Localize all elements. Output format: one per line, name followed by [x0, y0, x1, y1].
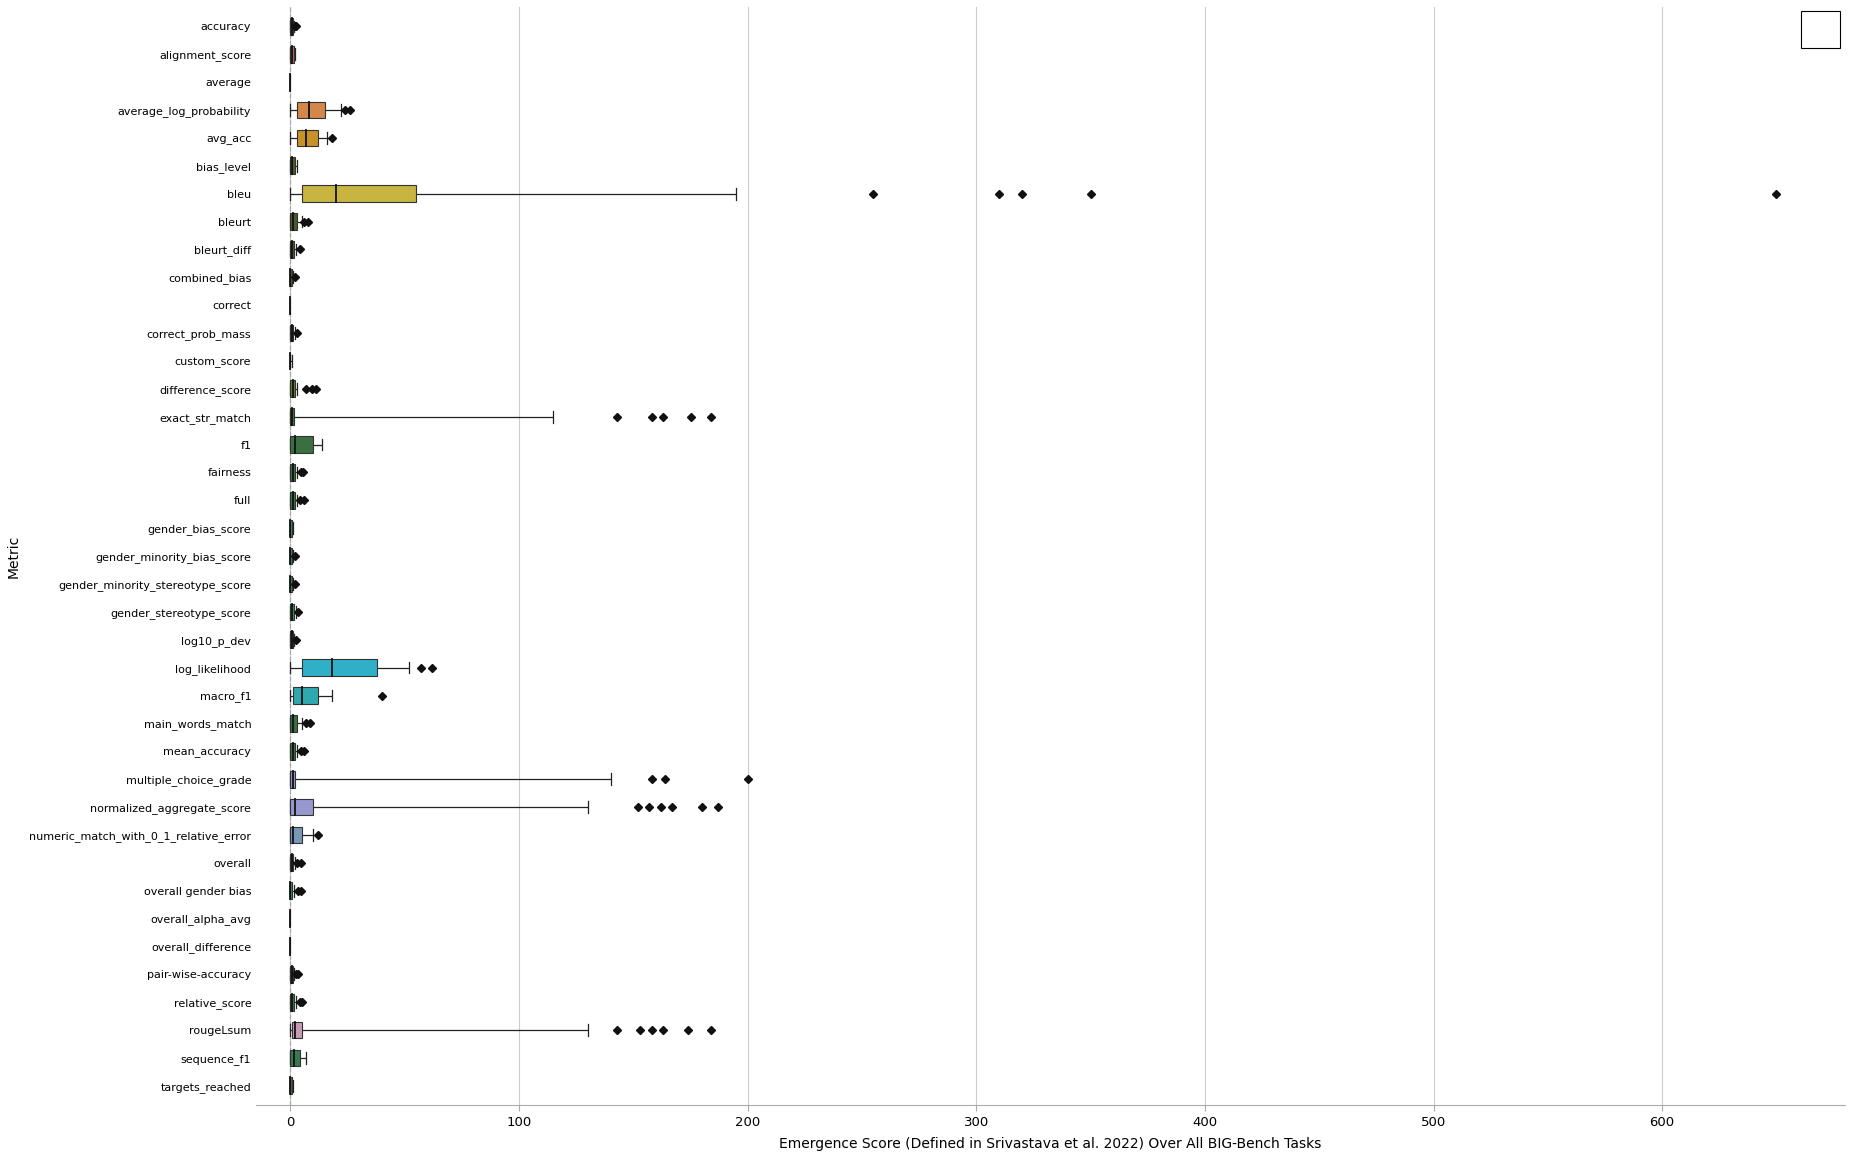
Bar — [291, 631, 293, 648]
Y-axis label: Metric: Metric — [7, 535, 20, 578]
Bar — [291, 994, 294, 1011]
Bar — [291, 827, 302, 843]
Bar — [291, 213, 298, 230]
Bar — [291, 966, 293, 983]
Bar — [291, 1021, 302, 1039]
Bar — [291, 799, 313, 815]
Bar — [291, 1049, 300, 1067]
Bar — [1800, 12, 1841, 47]
Bar — [291, 492, 294, 508]
Bar — [291, 464, 294, 481]
Bar — [298, 102, 324, 118]
Bar — [291, 19, 293, 35]
Bar — [291, 855, 293, 871]
Bar — [291, 241, 294, 258]
Bar — [302, 659, 378, 676]
Bar — [291, 157, 294, 174]
Bar — [291, 46, 294, 63]
Bar — [291, 771, 294, 787]
Bar — [291, 714, 298, 732]
Bar — [291, 324, 293, 342]
Bar — [291, 381, 294, 397]
Bar — [298, 130, 319, 146]
Bar — [302, 185, 417, 203]
Bar — [291, 437, 313, 453]
Bar — [291, 603, 294, 621]
Bar — [291, 409, 294, 425]
Bar — [293, 687, 319, 704]
Bar — [291, 743, 294, 760]
X-axis label: Emergence Score (Defined in Srivastava et al. 2022) Over All BIG-Bench Tasks: Emergence Score (Defined in Srivastava e… — [780, 1137, 1322, 1151]
